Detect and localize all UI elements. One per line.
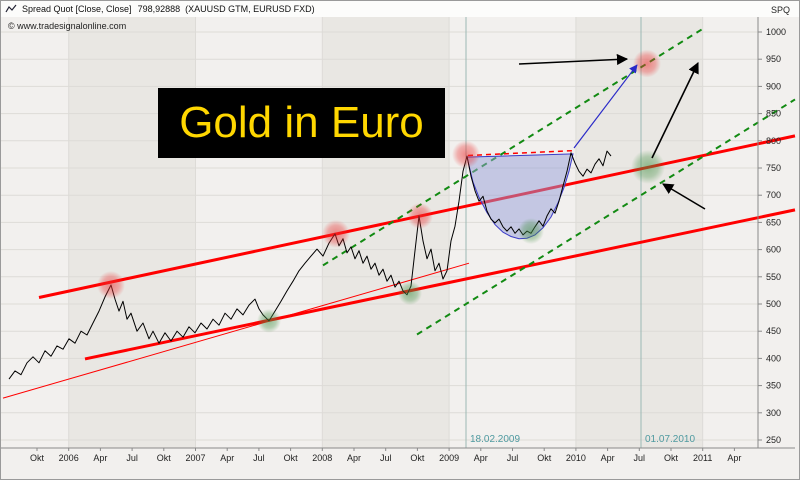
- svg-text:Apr: Apr: [474, 453, 488, 463]
- svg-text:650: 650: [766, 217, 781, 227]
- svg-text:350: 350: [766, 381, 781, 391]
- svg-text:Jul: Jul: [126, 453, 138, 463]
- svg-text:Okt: Okt: [30, 453, 45, 463]
- svg-text:Apr: Apr: [601, 453, 615, 463]
- svg-text:750: 750: [766, 163, 781, 173]
- svg-text:Jul: Jul: [634, 453, 646, 463]
- scale-symbol-label: SPQ: [770, 5, 790, 15]
- svg-text:800: 800: [766, 136, 781, 146]
- svg-text:Jul: Jul: [253, 453, 265, 463]
- svg-text:18.02.2009: 18.02.2009: [470, 434, 520, 445]
- indicator-title: Spread Quot [Close, Close]: [22, 4, 132, 14]
- svg-text:Okt: Okt: [664, 453, 679, 463]
- svg-text:700: 700: [766, 190, 781, 200]
- chart-title-overlay: Gold in Euro: [158, 88, 445, 158]
- svg-text:2008: 2008: [312, 453, 332, 463]
- svg-text:Okt: Okt: [284, 453, 299, 463]
- indicator-value: 798,92888: [137, 4, 181, 14]
- svg-text:2011: 2011: [693, 453, 712, 463]
- svg-text:400: 400: [766, 353, 781, 363]
- svg-text:600: 600: [766, 245, 781, 255]
- svg-text:Jul: Jul: [507, 453, 519, 463]
- svg-text:Okt: Okt: [537, 453, 552, 463]
- copyright-label: © www.tradesignalonline.com: [8, 21, 127, 31]
- svg-text:Okt: Okt: [157, 453, 172, 463]
- chart-title: Gold in Euro: [179, 98, 424, 147]
- svg-text:1000: 1000: [766, 27, 786, 37]
- svg-text:01.07.2010: 01.07.2010: [645, 434, 695, 445]
- svg-text:250: 250: [766, 435, 781, 445]
- svg-text:2007: 2007: [185, 453, 205, 463]
- svg-text:2009: 2009: [439, 453, 459, 463]
- svg-text:Apr: Apr: [727, 453, 741, 463]
- svg-text:Apr: Apr: [220, 453, 234, 463]
- svg-text:550: 550: [766, 272, 781, 282]
- svg-text:900: 900: [766, 81, 781, 91]
- svg-text:450: 450: [766, 326, 781, 336]
- svg-text:950: 950: [766, 54, 781, 64]
- svg-text:Apr: Apr: [347, 453, 361, 463]
- svg-text:2010: 2010: [566, 453, 586, 463]
- svg-text:Apr: Apr: [93, 453, 107, 463]
- svg-text:300: 300: [766, 408, 781, 418]
- spread-indicator-icon: [5, 4, 17, 13]
- indicator-instruments: (XAUUSD GTM, EURUSD FXD): [185, 4, 315, 14]
- svg-text:Jul: Jul: [380, 453, 392, 463]
- indicator-header: Spread Quot [Close, Close] 798,92888 (XA…: [1, 1, 799, 17]
- svg-text:500: 500: [766, 299, 781, 309]
- svg-text:2006: 2006: [59, 453, 79, 463]
- svg-text:850: 850: [766, 109, 781, 119]
- svg-text:Okt: Okt: [410, 453, 425, 463]
